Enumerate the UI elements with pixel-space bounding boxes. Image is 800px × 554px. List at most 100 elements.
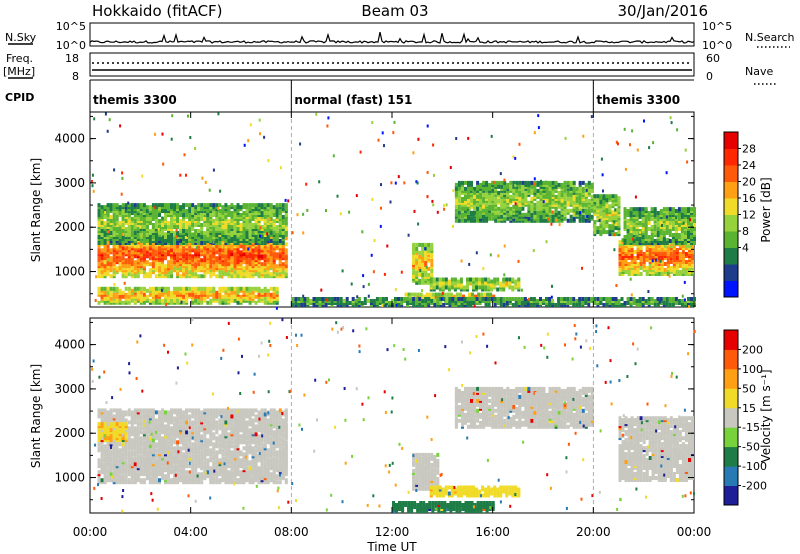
heatmap-cell bbox=[432, 203, 435, 207]
heatmap-cell bbox=[554, 303, 558, 307]
heatmap-cell bbox=[170, 290, 173, 295]
heatmap-cell bbox=[118, 235, 122, 239]
heatmap-cell bbox=[103, 286, 107, 291]
heatmap-cell bbox=[421, 299, 425, 303]
heatmap-cell bbox=[112, 217, 116, 221]
heatmap-cell bbox=[472, 297, 476, 301]
heatmap-cell bbox=[624, 266, 628, 270]
heatmap-cell bbox=[248, 207, 252, 212]
heatmap-cell bbox=[635, 241, 639, 245]
heatmap-cell bbox=[475, 277, 478, 282]
heatmap-cell bbox=[136, 274, 140, 279]
heatmap-cell bbox=[167, 221, 170, 225]
heatmap-cell bbox=[472, 277, 475, 282]
heatmap-cell bbox=[438, 277, 442, 282]
heatmap-cell bbox=[548, 196, 552, 201]
heatmap-cell bbox=[443, 292, 447, 297]
cpid-row: CPID themis 3300 normal (fast) 151 themis … bbox=[5, 79, 694, 112]
heatmap-cell bbox=[674, 297, 678, 301]
heatmap-cell bbox=[109, 292, 113, 297]
heatmap-cell bbox=[218, 286, 222, 291]
heatmap-cell bbox=[654, 244, 658, 249]
heatmap-cell bbox=[642, 260, 646, 264]
heatmap-cell bbox=[614, 297, 618, 301]
heatmap-cell bbox=[624, 248, 628, 252]
heatmap-cell bbox=[536, 299, 539, 303]
heatmap-cell bbox=[650, 235, 654, 239]
heatmap-cell bbox=[176, 203, 180, 208]
heatmap-cell bbox=[139, 270, 143, 275]
heatmap-cell bbox=[545, 180, 547, 184]
heatmap-cell bbox=[536, 218, 540, 223]
heatmap-cell bbox=[639, 272, 643, 276]
heatmap-cell bbox=[113, 168, 116, 172]
heatmap-cell bbox=[475, 251, 478, 255]
heatmap-cell bbox=[674, 301, 678, 305]
heatmap-cell bbox=[684, 260, 688, 264]
heatmap-cell bbox=[575, 299, 579, 303]
heatmap-cell bbox=[590, 200, 594, 205]
heatmap-cell bbox=[170, 298, 173, 303]
heatmap-cell bbox=[164, 232, 167, 237]
heatmap-cell bbox=[400, 297, 404, 301]
heatmap-cell bbox=[200, 231, 204, 235]
heatmap-cell bbox=[118, 294, 122, 299]
heatmap-cell bbox=[467, 136, 470, 140]
heatmap-cell bbox=[393, 120, 396, 124]
heatmap-cell bbox=[179, 219, 183, 223]
heatmap-cell bbox=[179, 225, 183, 229]
heatmap-cell bbox=[378, 297, 382, 301]
heatmap-cell bbox=[281, 215, 285, 219]
heatmap-cell bbox=[151, 242, 155, 247]
heatmap-cell bbox=[608, 204, 612, 209]
heatmap-cell bbox=[121, 171, 124, 175]
heatmap-cell bbox=[418, 303, 422, 307]
heatmap-cell bbox=[445, 203, 448, 207]
heatmap-cell bbox=[548, 297, 551, 301]
heatmap-cell bbox=[475, 285, 478, 290]
heatmap-cell bbox=[115, 221, 119, 225]
heatmap-cell bbox=[260, 288, 264, 293]
heatmap-cell bbox=[491, 180, 495, 185]
heatmap-cell bbox=[173, 260, 177, 265]
heatmap-cell bbox=[533, 131, 536, 135]
heatmap-cell bbox=[194, 209, 198, 213]
heatmap-cell bbox=[432, 143, 435, 147]
heatmap-cell bbox=[502, 297, 506, 301]
heatmap-cell bbox=[665, 215, 668, 219]
heatmap-cell bbox=[638, 303, 642, 307]
heatmap-cell bbox=[126, 246, 129, 250]
heatmap-cell bbox=[678, 264, 682, 268]
heatmap-cell bbox=[230, 298, 234, 303]
heatmap-cell bbox=[302, 294, 305, 298]
heatmap-cell bbox=[257, 292, 261, 297]
heatmap-cell bbox=[648, 264, 652, 268]
heatmap-cell bbox=[236, 258, 240, 263]
heatmap-cell bbox=[644, 299, 648, 303]
heatmap-cell bbox=[668, 207, 672, 212]
heatmap-cell bbox=[656, 217, 660, 221]
heatmap-cell bbox=[630, 254, 634, 258]
heatmap-cell bbox=[339, 212, 342, 216]
heatmap-cell bbox=[124, 227, 128, 231]
heatmap-cell bbox=[659, 237, 663, 241]
heatmap-cell bbox=[381, 297, 385, 301]
nave-label: Nave bbox=[745, 65, 773, 78]
nsky-label: N.Sky bbox=[5, 31, 37, 44]
heatmap-cell bbox=[527, 188, 531, 193]
heatmap-cell bbox=[263, 237, 267, 241]
heatmap-cell bbox=[493, 297, 497, 301]
heatmap-cell bbox=[281, 241, 285, 245]
heatmap-cell bbox=[458, 292, 462, 297]
heatmap-cell bbox=[403, 297, 407, 301]
heatmap-cell bbox=[339, 297, 343, 301]
heatmap-cell bbox=[467, 214, 470, 219]
heatmap-cell bbox=[639, 250, 643, 254]
heatmap-cell bbox=[441, 291, 444, 295]
heatmap-cell bbox=[218, 292, 222, 297]
heatmap-cell bbox=[452, 189, 455, 193]
heatmap-cell bbox=[182, 286, 186, 291]
heatmap-cell bbox=[227, 239, 231, 243]
heatmap-cell bbox=[457, 214, 461, 219]
heatmap-cell bbox=[251, 203, 255, 208]
